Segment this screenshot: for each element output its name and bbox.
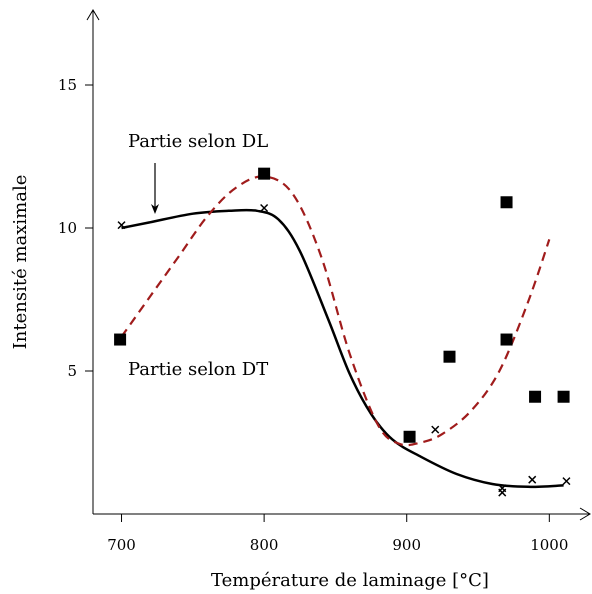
square-point	[557, 390, 570, 403]
y-axis-label: Intensité maximale	[10, 175, 31, 350]
x-tick-label: 900	[392, 536, 421, 554]
annotation-dl: Partie selon DL	[128, 131, 268, 152]
square-point	[529, 390, 542, 403]
x-tick-label: 700	[107, 536, 136, 554]
x-marker-point	[117, 221, 126, 230]
x-marker-point	[260, 203, 269, 213]
ticks-layer: 700 800 900 1000 5 10 15	[58, 76, 569, 554]
solid-fit-curve	[121, 208, 564, 489]
y-tick-label: 5	[67, 362, 77, 380]
square-point	[443, 350, 456, 363]
square-point	[258, 167, 271, 180]
x-marker-point	[562, 477, 571, 486]
y-tick-label: 15	[58, 76, 77, 94]
x-marker-point	[498, 488, 507, 497]
x-axis-arrow-icon	[579, 507, 591, 521]
square-point	[403, 430, 416, 443]
axes	[86, 9, 591, 521]
square-point	[114, 333, 127, 346]
annotation-dt: Partie selon DT	[128, 359, 268, 380]
x-tick-label: 1000	[530, 536, 568, 554]
square-point	[500, 333, 513, 346]
x-axis-label: Température de laminage [°C]	[211, 570, 489, 591]
curves-layer	[120, 175, 564, 489]
x-tick-label: 800	[250, 536, 279, 554]
x-marker-point	[431, 425, 440, 434]
x-marker-point	[528, 475, 537, 484]
points-layer	[114, 167, 571, 497]
labels-layer: Température de laminage [°C] Intensité m…	[10, 131, 489, 591]
dashed-fit-curve	[120, 175, 551, 447]
square-point	[500, 196, 513, 209]
y-tick-label: 10	[58, 219, 77, 237]
y-axis-arrow-icon	[86, 9, 100, 21]
